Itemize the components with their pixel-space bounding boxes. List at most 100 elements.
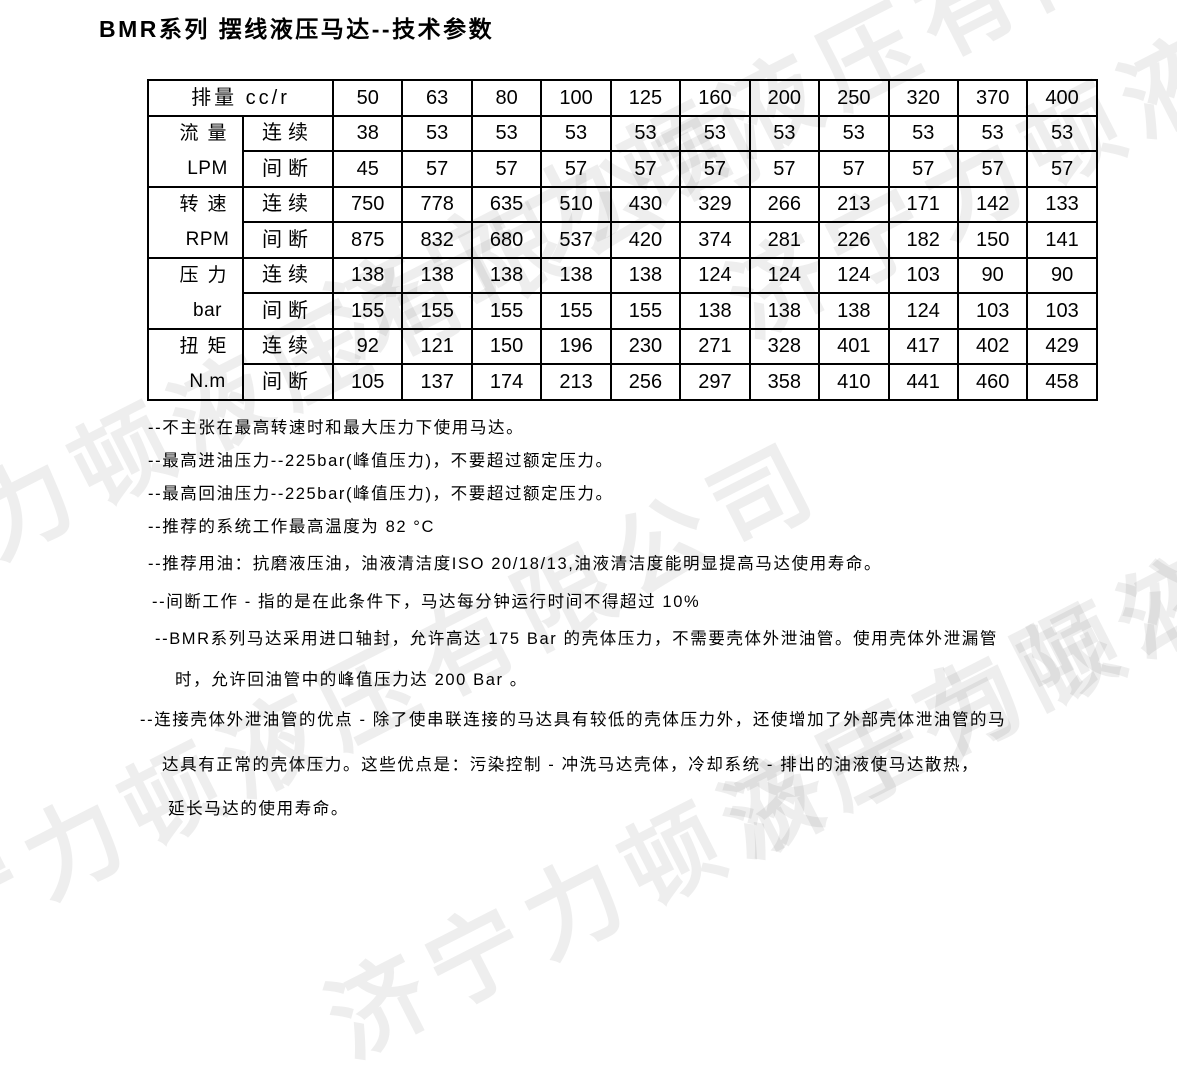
value-cell: 57 [609, 150, 682, 188]
value-cell: 57 [956, 150, 1029, 188]
displacement-header-cell: 63 [401, 79, 473, 117]
note-line: --推荐用油：抗磨液压油，油液清洁度ISO 20/18/13,油液清洁度能明显提… [148, 555, 883, 573]
value-cell: 124 [818, 256, 890, 294]
note-line: --推荐的系统工作最高温度为 82 °C [148, 518, 436, 536]
value-cell: 53 [540, 114, 612, 152]
displacement-header-cell: 160 [679, 79, 751, 117]
value-cell: 57 [470, 150, 543, 188]
displacement-label-cell: 排量 cc/r [147, 79, 334, 117]
value-cell: 537 [540, 221, 612, 259]
duty-mode-cell: 连续 [242, 327, 334, 365]
value-cell: 271 [679, 327, 751, 365]
displacement-header-cell: 80 [470, 79, 543, 117]
value-cell: 103 [1026, 292, 1098, 330]
note-line: 时，允许回油管中的峰值压力达 200 Bar 。 [175, 671, 528, 689]
spec-table-body: 流量 LPM 连续 38 53 53 53 53 53 53 53 53 53 53 间断 45 57 57 57 5… [147, 114, 1098, 401]
value-cell: 213 [818, 185, 890, 223]
value-cell: 150 [956, 221, 1029, 259]
value-cell: 230 [609, 327, 682, 365]
param-name: 扭矩 [179, 336, 236, 358]
value-cell: 57 [818, 150, 890, 188]
value-cell: 53 [818, 114, 890, 152]
param-unit: RPM [185, 228, 230, 250]
value-cell: 105 [331, 363, 404, 401]
value-cell: 103 [956, 292, 1029, 330]
param-name: 压力 [179, 265, 236, 287]
spec-table-container: 排量 cc/r 50 63 80 100 125 160 200 250 320 370 400 流… [147, 79, 1098, 401]
value-cell: 750 [331, 185, 404, 223]
value-cell: 358 [748, 363, 821, 401]
value-cell: 137 [401, 363, 473, 401]
value-cell: 121 [401, 327, 473, 365]
value-cell: 213 [540, 363, 612, 401]
value-cell: 133 [1026, 185, 1098, 223]
value-cell: 92 [331, 327, 404, 365]
value-cell: 138 [331, 256, 404, 294]
value-cell: 401 [818, 327, 890, 365]
value-cell: 155 [401, 292, 473, 330]
note-line: --不主张在最高转速时和最大压力下使用马达。 [148, 419, 525, 437]
page-title: BMR系列 摆线液压马达--技术参数 [99, 16, 495, 42]
param-unit: bar [193, 299, 222, 321]
value-cell: 53 [1026, 114, 1098, 152]
param-label-cell: 扭矩 N.m [147, 327, 244, 401]
note-line: --最高进油压力--225bar(峰值压力)，不要超过额定压力。 [148, 452, 614, 470]
value-cell: 45 [331, 150, 404, 188]
spec-table: 排量 cc/r 50 63 80 100 125 160 200 250 320 370 400 流… [147, 79, 1098, 401]
value-cell: 429 [1026, 327, 1098, 365]
note-line: --最高回油压力--225bar(峰值压力)，不要超过额定压力。 [148, 485, 614, 503]
value-cell: 138 [609, 256, 682, 294]
value-cell: 328 [748, 327, 821, 365]
value-cell: 510 [540, 185, 612, 223]
value-cell: 53 [609, 114, 682, 152]
value-cell: 57 [401, 150, 473, 188]
table-header-row: 排量 cc/r 50 63 80 100 125 160 200 250 320 370 400 [147, 79, 1098, 117]
value-cell: 53 [401, 114, 473, 152]
displacement-header-cell: 370 [956, 79, 1029, 117]
note-line: --间断工作 - 指的是在此条件下，马达每分钟运行时间不得超过 10% [152, 593, 701, 611]
value-cell: 90 [1026, 256, 1098, 294]
value-cell: 57 [540, 150, 612, 188]
value-cell: 138 [401, 256, 473, 294]
value-cell: 53 [748, 114, 821, 152]
param-unit: N.m [189, 370, 226, 392]
duty-mode-cell: 间断 [242, 292, 334, 330]
value-cell: 141 [1026, 221, 1098, 259]
value-cell: 57 [679, 150, 751, 188]
duty-mode-cell: 连续 [242, 114, 334, 152]
value-cell: 281 [748, 221, 821, 259]
value-cell: 138 [470, 256, 543, 294]
displacement-header-cell: 50 [331, 79, 404, 117]
displacement-header-cell: 320 [887, 79, 959, 117]
param-name: 转速 [179, 194, 236, 216]
table-row: 间断 155 155 155 155 155 138 138 138 124 103 103 [148, 292, 1098, 330]
value-cell: 458 [1026, 363, 1098, 401]
value-cell: 256 [609, 363, 682, 401]
value-cell: 142 [956, 185, 1029, 223]
table-row: 间断 875 832 680 537 420 374 281 226 182 150 141 [148, 221, 1098, 259]
displacement-header-cell: 125 [609, 79, 682, 117]
value-cell: 57 [1026, 150, 1098, 188]
value-cell: 174 [470, 363, 543, 401]
value-cell: 460 [956, 363, 1029, 401]
duty-mode-cell: 间断 [242, 363, 334, 401]
value-cell: 875 [331, 221, 404, 259]
value-cell: 832 [401, 221, 473, 259]
value-cell: 150 [470, 327, 543, 365]
value-cell: 417 [887, 327, 959, 365]
param-label-cell: 转速 RPM [147, 185, 244, 259]
table-row: 扭矩 N.m 连续 92 121 150 196 230 271 328 401 417 402 429 [147, 327, 1098, 401]
displacement-header-cell: 250 [818, 79, 890, 117]
value-cell: 138 [818, 292, 890, 330]
value-cell: 410 [818, 363, 890, 401]
value-cell: 57 [748, 150, 821, 188]
table-row: 间断 45 57 57 57 57 57 57 57 57 57 57 [148, 150, 1098, 188]
value-cell: 441 [887, 363, 959, 401]
note-line: 达具有正常的壳体压力。这些优点是：污染控制 - 冲洗马达壳体，冷却系统 - 排出… [162, 756, 980, 774]
param-name: 流量 [179, 123, 236, 145]
value-cell: 53 [470, 114, 543, 152]
value-cell: 124 [887, 292, 959, 330]
note-line: 延长马达的使用寿命。 [168, 800, 349, 818]
value-cell: 103 [887, 256, 959, 294]
displacement-header-cell: 200 [748, 79, 821, 117]
